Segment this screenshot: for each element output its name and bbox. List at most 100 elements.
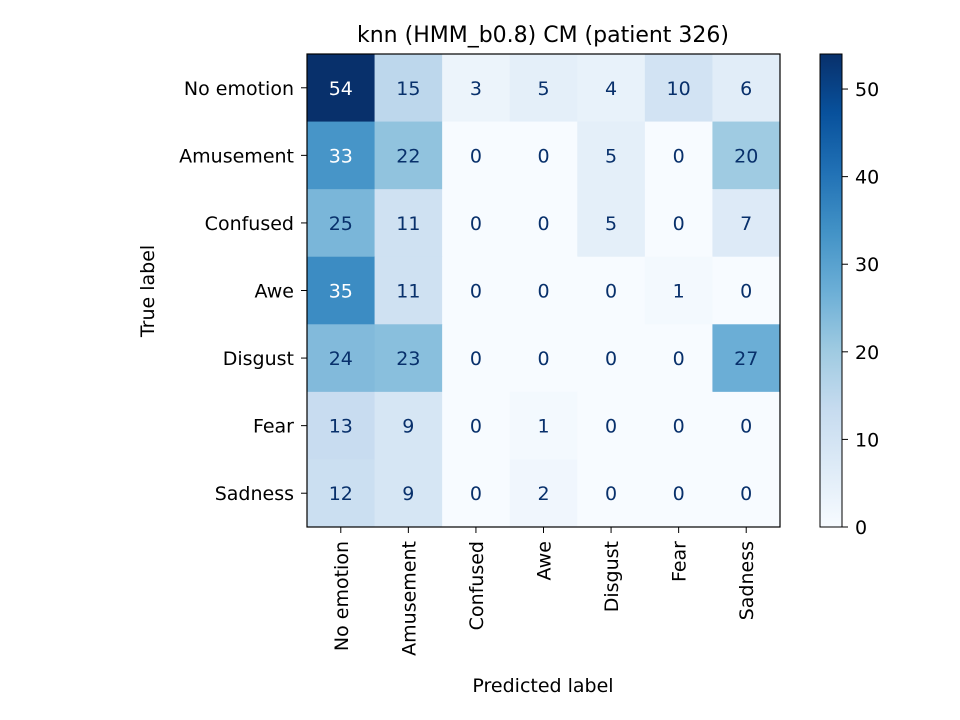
cell-value: 0 [605,281,617,303]
heatmap-cell [577,54,646,123]
colorbar [819,53,843,528]
y-axis-label: True label [137,245,159,338]
heatmap-cell [712,121,781,190]
cell-value: 11 [396,281,420,303]
heatmap-cell [307,391,376,460]
heatmap-cell [644,459,713,528]
heatmap-cell [374,391,443,460]
cell-value: 22 [396,145,420,167]
cell-value: 5 [605,213,617,235]
cell-value: 0 [537,145,549,167]
x-tick-label: Confused [466,541,488,630]
heatmap-cell [307,459,376,528]
heatmap-cell [712,324,781,393]
y-tick-label: Confused [205,213,294,235]
x-tick-label: Sadness [736,541,758,620]
cell-value: 0 [470,145,482,167]
cell-value: 10 [667,78,691,100]
cell-value: 6 [740,78,752,100]
cell-value: 15 [396,78,420,100]
colorbar-tick-label: 20 [855,342,879,364]
heatmap-cell [577,324,646,393]
cell-value: 1 [673,281,685,303]
cell-value: 2 [537,483,549,505]
cell-value: 33 [329,145,353,167]
y-tick-label: Fear [253,416,294,438]
heatmap-cell [509,54,578,123]
cell-value: 0 [673,348,685,370]
cell-value: 0 [537,213,549,235]
cell-value: 54 [329,78,353,100]
cell-value: 9 [402,483,414,505]
x-axis-label: Predicted label [472,675,613,697]
heatmap-cell [644,324,713,393]
cell-value: 0 [605,416,617,438]
y-axis-ticks: No emotion Amusement Confused Awe Disgust Fea… [179,78,307,505]
x-tick-label: Awe [534,541,556,580]
heatmap-cell [442,391,511,460]
heatmap-cell [442,459,511,528]
heatmap-cell [307,121,376,190]
cell-value: 7 [740,213,752,235]
y-tick-label: Amusement [179,145,294,167]
x-tick-label: Fear [669,541,691,582]
heatmap-cell [712,189,781,258]
heatmap-cell [577,391,646,460]
cell-value: 20 [734,145,758,167]
cell-value: 4 [605,78,617,100]
heatmap-cell [577,121,646,190]
cell-value: 0 [673,213,685,235]
heatmap-cell [712,256,781,325]
cell-value: 0 [470,483,482,505]
heatmap-cell [374,54,443,123]
cell-value: 0 [673,483,685,505]
heatmap-cell [577,256,646,325]
heatmap-cell [509,121,578,190]
cell-value: 0 [740,483,752,505]
heatmap-cell [374,459,443,528]
y-tick-label: Sadness [215,483,294,505]
cell-value: 0 [673,145,685,167]
cell-value: 12 [329,483,353,505]
cell-value: 35 [329,281,353,303]
colorbar-tick-label: 40 [855,167,879,189]
y-tick-label: Disgust [223,348,294,370]
x-tick-label: No emotion [331,541,353,651]
heatmap-cell [307,189,376,258]
cell-value: 23 [396,348,420,370]
colorbar-tick-label: 30 [855,254,879,276]
cell-value: 0 [740,281,752,303]
heatmap-cell [644,121,713,190]
heatmap-cell [307,256,376,325]
cell-value: 0 [470,281,482,303]
x-axis-ticks: No emotion Amusement Confused Awe Disgust Fea… [331,527,758,656]
cell-value: 13 [329,416,353,438]
cell-value: 9 [402,416,414,438]
heatmap-cell [644,189,713,258]
heatmap-cell [374,121,443,190]
cell-value: 0 [673,416,685,438]
cell-value: 25 [329,213,353,235]
x-tick-label: Disgust [601,541,623,612]
cell-value: 0 [470,213,482,235]
colorbar-ticks: 0 10 20 30 40 50 [842,79,879,539]
heatmap-cell [644,256,713,325]
heatmap-cell [577,459,646,528]
cell-value: 5 [537,78,549,100]
cell-value: 0 [537,281,549,303]
heatmap-cell [712,54,781,123]
colorbar-tick-label: 50 [855,79,879,101]
heatmap-cell [442,324,511,393]
cell-value: 0 [605,483,617,505]
cell-value: 24 [329,348,353,370]
heatmap-cell [442,256,511,325]
cell-value: 0 [740,416,752,438]
heatmap-cell [442,189,511,258]
heatmap-cell [509,189,578,258]
heatmap-cell [509,324,578,393]
cell-value: 0 [470,348,482,370]
heatmap-cell [644,54,713,123]
cell-value: 11 [396,213,420,235]
